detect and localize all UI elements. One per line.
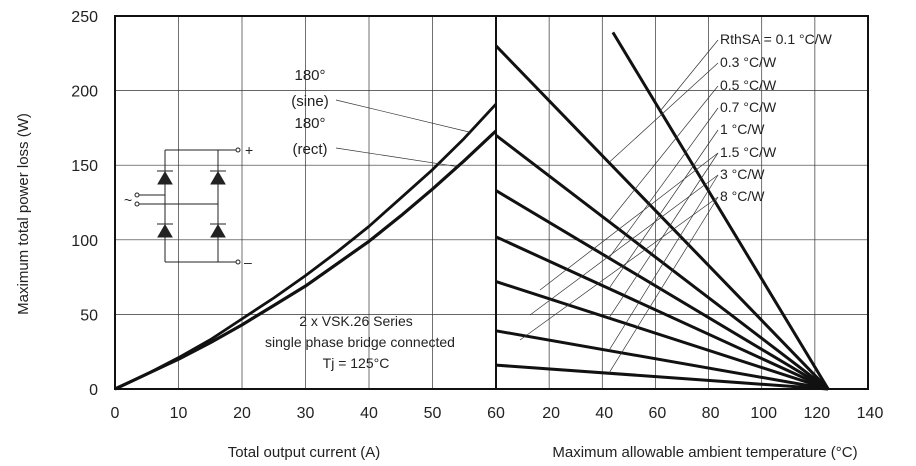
left-x-tick-label-5: 50 [424, 405, 442, 422]
plot-frame [114, 15, 869, 390]
rth-line-0 [611, 31, 830, 390]
grid [115, 16, 868, 389]
plus-label: + [245, 142, 253, 158]
rth-line-7 [495, 363, 829, 391]
rth-line-2 [495, 134, 830, 391]
y-axis-label: Maximum total power loss (W) [15, 113, 32, 315]
diode-upper-right [210, 170, 226, 185]
y-tick-label-4: 200 [71, 84, 98, 101]
right-x-tick-label-5: 120 [804, 405, 831, 422]
sine-leader [335, 99, 471, 133]
rth-label-2: 0.5 °C/W [720, 77, 777, 93]
rth-label-3: 0.7 °C/W [720, 99, 777, 115]
conditions-annotation: 2 x VSK.26 Series single phase bridge co… [265, 313, 455, 371]
right-x-tick-label-2: 60 [649, 405, 667, 422]
left-x-tick-label-6: 60 [487, 405, 505, 422]
rth-leader-6 [608, 174, 719, 351]
annotation-line-1: 2 x VSK.26 Series [299, 313, 413, 329]
rth-label-6: 3 °C/W [720, 166, 765, 182]
rth-line-5 [495, 280, 829, 391]
rth-leader-1 [608, 62, 719, 163]
rth-label-0: RthSA = 0.1 °C/W [720, 31, 833, 47]
left-x-tick-label-0: 0 [111, 405, 120, 422]
terminal-ac-1 [134, 192, 140, 198]
diode-lower-left [157, 223, 173, 238]
y-tick-label-2: 100 [71, 233, 98, 250]
right-x-tick-label-0: 20 [542, 405, 560, 422]
tick-labels: 0 50 100 150 200 250 0 10 20 30 40 50 60 20 40 60 80 100 1… [71, 9, 883, 422]
rth-leader-2 [608, 85, 719, 222]
rth-leader-ext-2 [519, 196, 719, 341]
rth-legend-labels: RthSA = 0.1 °C/W 0.3 °C/W 0.5 °C/W 0.7 °… [720, 31, 833, 204]
rect-label-line-1: 180° [294, 115, 325, 132]
bridge-circuit-inset [134, 147, 241, 265]
leader-lines [335, 39, 719, 374]
y-tick-label-5: 250 [71, 9, 98, 26]
series-label-rect: 180° (rect) [293, 115, 328, 158]
annotation-line-2: single phase bridge connected [265, 334, 455, 350]
rth-line-3 [495, 189, 829, 391]
rth-leader-ext-1 [529, 174, 719, 316]
y-tick-label-1: 50 [80, 307, 98, 324]
terminal-plus [235, 147, 241, 153]
right-x-tick-label-1: 40 [595, 405, 613, 422]
rth-label-1: 0.3 °C/W [720, 54, 777, 70]
left-x-tick-label-1: 10 [170, 405, 188, 422]
ac-label: ~ [124, 192, 132, 208]
right-x-tick-label-6: 140 [857, 405, 884, 422]
rth-label-4: 1 °C/W [720, 121, 765, 137]
rth-leader-7 [608, 196, 719, 374]
diode-upper-left [157, 170, 173, 185]
y-tick-label-0: 0 [89, 382, 98, 399]
rth-leader-ext-0 [539, 152, 719, 291]
rth-line-4 [495, 235, 829, 391]
series-curve-1 [114, 129, 498, 391]
sine-label-line-2: (sine) [291, 93, 329, 110]
terminal-ac-2 [134, 201, 140, 207]
annotation-line-3: Tj = 125°C [323, 355, 390, 371]
rth-leader-4 [608, 129, 719, 289]
rect-label-line-2: (rect) [293, 141, 328, 158]
rth-leader-0 [659, 39, 719, 112]
left-x-tick-label-4: 40 [360, 405, 378, 422]
rth-label-5: 1.5 °C/W [720, 144, 777, 160]
terminal-minus [235, 259, 241, 265]
right-x-tick-label-3: 80 [702, 405, 720, 422]
sine-label-line-1: 180° [294, 67, 325, 84]
minus-label: – [244, 254, 252, 270]
left-x-tick-label-2: 20 [233, 405, 251, 422]
rth-line-6 [495, 329, 829, 391]
diode-lower-right [210, 223, 226, 238]
y-tick-label-3: 150 [71, 158, 98, 175]
rth-label-7: 8 °C/W [720, 188, 765, 204]
series-label-sine: 180° (sine) [291, 67, 329, 110]
rect-leader [335, 147, 458, 168]
x-axis-label-right: Maximum allowable ambient temperature (°… [552, 444, 857, 461]
right-plot-frame [495, 15, 869, 390]
rth-leader-3 [608, 107, 719, 259]
left-x-tick-label-3: 30 [297, 405, 315, 422]
rth-line-1 [494, 44, 830, 391]
right-x-tick-label-4: 100 [750, 405, 777, 422]
series-layer [114, 31, 830, 391]
x-axis-label-left: Total output current (A) [228, 444, 381, 461]
rth-leader-5 [608, 152, 719, 319]
